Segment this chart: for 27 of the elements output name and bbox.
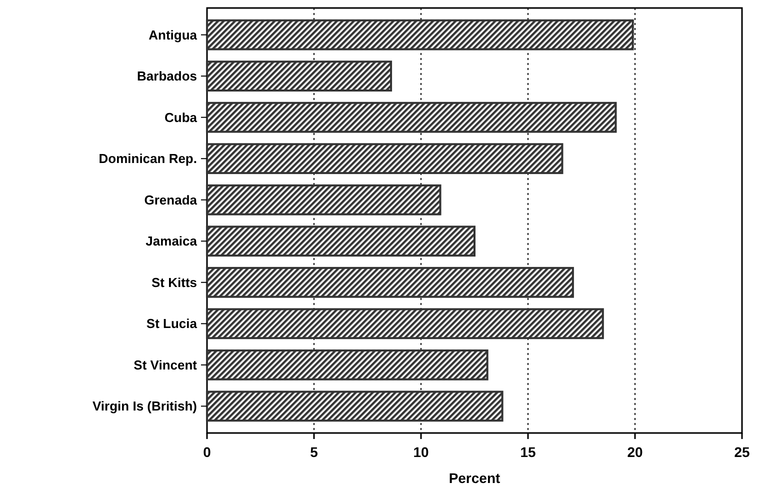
y-tick-label: Barbados bbox=[137, 68, 197, 84]
x-tick-label: 25 bbox=[734, 444, 750, 460]
y-tick-label: Virgin Is (British) bbox=[92, 398, 197, 414]
x-tick-label: 10 bbox=[413, 444, 429, 460]
x-tick-label: 20 bbox=[627, 444, 643, 460]
bar bbox=[206, 308, 604, 340]
y-tick-label: St Vincent bbox=[134, 357, 198, 372]
bar bbox=[206, 390, 504, 422]
bar bbox=[206, 19, 634, 50]
y-tick-label: Cuba bbox=[164, 110, 198, 125]
y-tick-label: St Lucia bbox=[146, 316, 198, 332]
y-tick-label: Antigua bbox=[148, 27, 198, 42]
bar bbox=[206, 266, 574, 298]
x-tick-label: 5 bbox=[310, 444, 318, 460]
bar bbox=[206, 226, 476, 257]
x-axis-title: Percent bbox=[448, 470, 501, 486]
y-tick-label: Grenada bbox=[144, 192, 198, 208]
bar bbox=[206, 143, 564, 174]
x-tick-label: 15 bbox=[520, 444, 536, 460]
bar bbox=[206, 60, 392, 92]
bar bbox=[206, 184, 442, 216]
y-tick-label: Jamaica bbox=[146, 234, 198, 249]
x-tick-label: 0 bbox=[203, 444, 212, 460]
bar bbox=[206, 102, 617, 133]
bar bbox=[206, 349, 488, 380]
y-tick-label: Dominican Rep. bbox=[98, 151, 197, 166]
y-tick-label: St Kitts bbox=[152, 274, 197, 290]
